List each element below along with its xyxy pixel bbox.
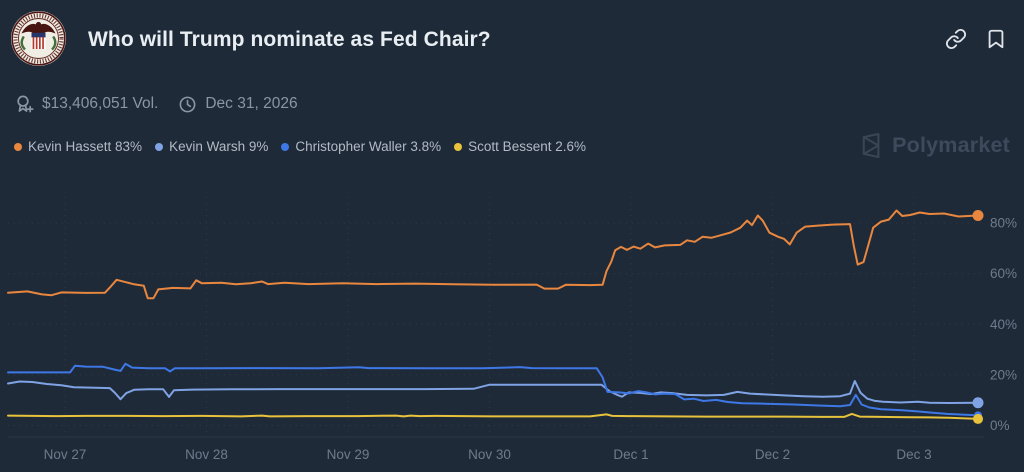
end-date-text: Dec 31, 2026 [205, 95, 298, 112]
legend-item-scott-bessent[interactable]: Scott Bessent 2.6% [454, 139, 586, 154]
chart-legend: Kevin Hassett 83% Kevin Warsh 9% Christoph… [14, 139, 586, 154]
x-axis-label: Nov 29 [327, 447, 370, 462]
x-axis-label: Nov 30 [468, 447, 511, 462]
x-axis-label: Dec 3 [896, 447, 931, 462]
y-axis-label: 40% [990, 317, 1017, 332]
federal-reserve-seal-icon [11, 11, 66, 66]
end-dot-scott-bessent [973, 413, 983, 424]
x-axis-label: Dec 1 [613, 447, 648, 462]
link-icon [945, 28, 967, 50]
legend-item-kevin-warsh[interactable]: Kevin Warsh 9% [155, 139, 268, 154]
legend-dot [454, 142, 463, 151]
legend-item-christopher-waller[interactable]: Christopher Waller 3.8% [281, 139, 441, 154]
series-line-kevin-warsh [7, 380, 979, 404]
legend-label: Christopher Waller 3.8% [295, 139, 442, 154]
market-meta: $13,406,051 Vol. Dec 31, 2026 [14, 94, 298, 114]
end-dot-kevin-hassett [972, 210, 984, 222]
x-axis-label: Dec 2 [755, 447, 790, 462]
volume-text: $13,406,051 Vol. [42, 95, 159, 112]
copy-link-button[interactable] [944, 28, 968, 52]
legend-label: Kevin Hassett 83% [28, 139, 143, 154]
y-axis-label: 80% [990, 216, 1017, 231]
legend-label: Kevin Warsh 9% [169, 139, 269, 154]
y-axis-label: 0% [990, 418, 1010, 433]
end-dot-kevin-warsh [972, 397, 984, 409]
page-title: Who will Trump nominate as Fed Chair? [88, 28, 491, 51]
x-axis-label: Nov 28 [185, 447, 228, 462]
y-axis-label: 20% [990, 367, 1017, 382]
legend-item-kevin-hassett[interactable]: Kevin Hassett 83% [14, 139, 142, 154]
legend-dot [281, 142, 290, 151]
series-line-christopher-waller [7, 362, 979, 417]
trophy-icon [17, 95, 34, 113]
series-line-scott-bessent [7, 412, 979, 420]
x-axis-label: Nov 27 [44, 447, 87, 462]
legend-dot [14, 142, 22, 151]
polymarket-watermark: Polymarket [857, 132, 1010, 159]
clock-icon [179, 96, 196, 112]
polymarket-watermark-text: Polymarket [892, 133, 1010, 157]
legend-label: Scott Bessent 2.6% [468, 139, 586, 154]
legend-dot [155, 142, 164, 151]
bookmark-icon [988, 29, 1004, 49]
polymarket-logo-icon [862, 133, 880, 158]
bookmark-button[interactable] [984, 28, 1008, 52]
y-axis-label: 60% [990, 266, 1017, 281]
series-line-kevin-hassett [7, 209, 979, 300]
